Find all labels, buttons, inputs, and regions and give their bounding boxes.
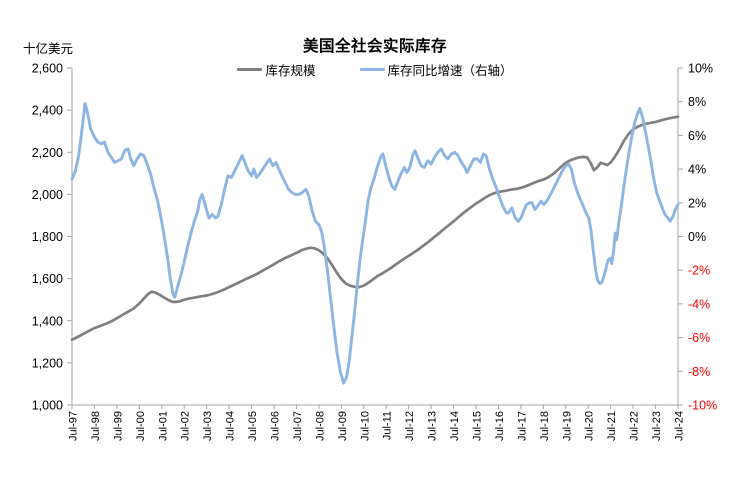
left-tick-label: 1,200 <box>32 356 63 370</box>
x-tick-label: Jul-08 <box>314 411 326 441</box>
series-line-inventory-level <box>70 115 680 342</box>
legend-line-swatch-blue <box>359 68 385 71</box>
legend-item-inventory-level: 库存规模 <box>237 60 316 79</box>
left-tick-label: 1,600 <box>32 272 63 286</box>
x-tick-label: Jul-21 <box>606 411 618 441</box>
left-tick-label: 2,400 <box>32 104 63 118</box>
x-tick-label: Jul-15 <box>472 411 484 441</box>
x-tick-label: Jul-97 <box>68 411 80 441</box>
left-tick-label: 1,400 <box>32 314 63 328</box>
x-tick-label: Jul-01 <box>157 411 169 441</box>
left-tick-label: 1,800 <box>32 230 63 244</box>
right-tick-label: 6% <box>688 129 706 143</box>
right-axis-ticks: 10% 8% 6% 4% 2% 0% -2% -4% -6% -8% -10% <box>678 62 717 413</box>
x-tick-label: Jul-03 <box>202 411 214 441</box>
left-axis-unit-label: 十亿美元 <box>23 42 74 56</box>
series-lines <box>70 101 680 385</box>
left-axis-ticks: 2,600 2,400 2,200 2,000 1,800 1,600 1,400 1,200… <box>32 62 72 413</box>
x-tick-label: Jul-20 <box>584 411 596 441</box>
legend-label-yoy-growth: 库存同比增速（右轴） <box>387 64 513 78</box>
x-tick-label: Jul-98 <box>90 411 102 441</box>
right-tick-label: 4% <box>688 163 706 177</box>
right-tick-label: -6% <box>688 331 710 345</box>
legend-line-swatch-gray <box>237 68 263 71</box>
x-tick-label: Jul-22 <box>629 411 641 441</box>
x-tick-label: Jul-00 <box>135 411 147 441</box>
series-line-yoy-growth <box>70 101 680 385</box>
x-tick-label: Jul-17 <box>516 411 528 441</box>
left-tick-label: 2,200 <box>32 146 63 160</box>
x-tick-label: Jul-07 <box>292 411 304 441</box>
left-tick-label: 2,600 <box>32 62 63 76</box>
right-tick-label: -4% <box>688 297 710 311</box>
x-tick-label: Jul-14 <box>449 411 461 441</box>
right-tick-label: 8% <box>688 95 706 109</box>
x-tick-label: Jul-24 <box>674 411 686 441</box>
x-tick-label: Jul-12 <box>404 411 416 441</box>
legend-label-inventory-level: 库存规模 <box>265 64 316 78</box>
left-tick-label: 2,000 <box>32 188 63 202</box>
x-tick-label: Jul-23 <box>651 411 663 441</box>
chart-title: 美国全社会实际库存 <box>302 38 447 55</box>
x-tick-label: Jul-11 <box>382 411 394 440</box>
right-tick-label: -10% <box>688 399 717 413</box>
x-tick-label: Jul-13 <box>427 411 439 441</box>
left-tick-label: 1,000 <box>32 399 63 413</box>
x-tick-label: Jul-06 <box>270 411 282 441</box>
right-tick-label: -8% <box>688 365 710 379</box>
legend-item-yoy-growth: 库存同比增速（右轴） <box>359 60 513 79</box>
x-axis-ticks: Jul-97 Jul-98 Jul-99 Jul-00 Jul-01 Jul-02 Jul-… <box>68 405 686 441</box>
right-tick-label: 0% <box>688 230 706 244</box>
x-tick-label: Jul-18 <box>539 411 551 441</box>
x-tick-label: Jul-99 <box>112 411 124 441</box>
x-tick-label: Jul-19 <box>561 411 573 441</box>
x-tick-label: Jul-02 <box>180 411 192 441</box>
right-tick-label: 10% <box>688 62 713 76</box>
x-tick-label: Jul-16 <box>494 411 506 441</box>
legend: 库存规模 库存同比增速（右轴） <box>72 60 678 79</box>
x-tick-label: Jul-09 <box>337 411 349 441</box>
right-tick-label: 2% <box>688 196 706 210</box>
x-tick-label: Jul-10 <box>359 411 371 441</box>
x-tick-label: Jul-04 <box>225 411 237 441</box>
right-tick-label: -2% <box>688 264 710 278</box>
x-tick-label: Jul-05 <box>247 411 259 441</box>
